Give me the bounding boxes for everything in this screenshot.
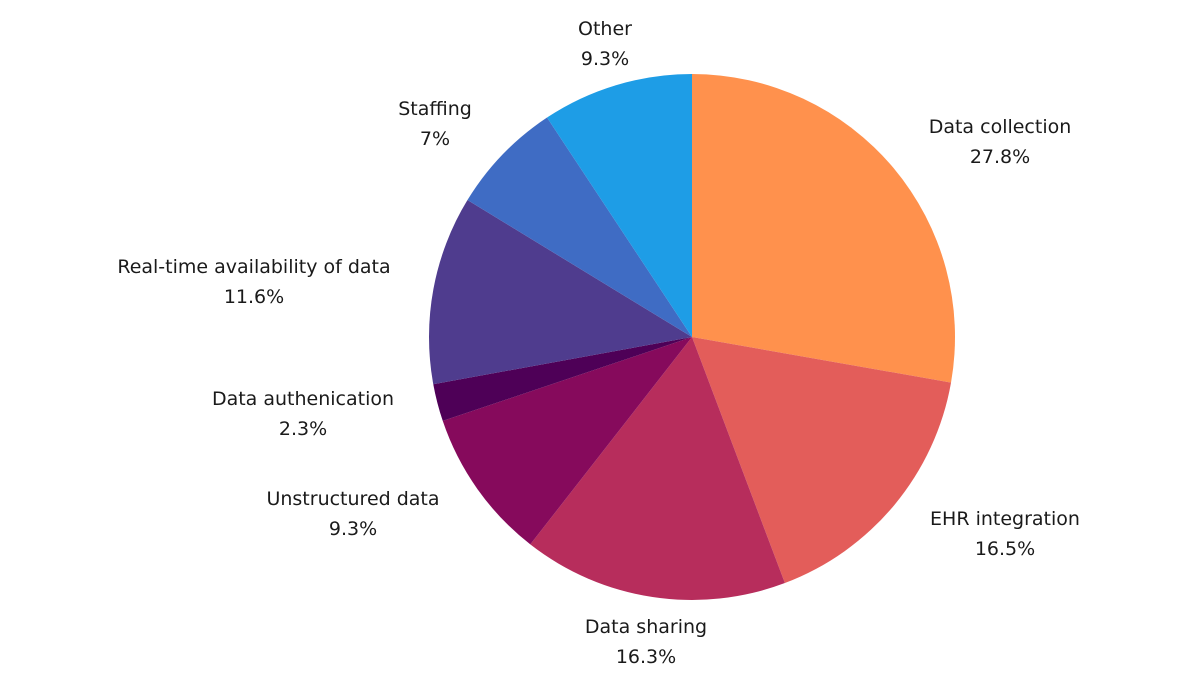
- pie-slice-unstructured-data: [442, 337, 692, 545]
- slice-label: Data sharing 16.3%: [585, 612, 707, 672]
- slice-label: Real-time availability of data 11.6%: [117, 252, 390, 312]
- slice-label: Data collection 27.8%: [929, 112, 1072, 172]
- slice-label-percent: 11.6%: [223, 286, 285, 308]
- pie-slice-data-collection: [692, 74, 955, 383]
- pie-slice-data-sharing: [530, 337, 785, 600]
- slice-label-percent: 27.8%: [969, 146, 1031, 168]
- slice-label-percent: 9.3%: [580, 48, 630, 70]
- slice-label-name: Unstructured data: [266, 488, 440, 510]
- pie-slice-other: [547, 74, 692, 337]
- slice-label-name: Other: [578, 18, 632, 40]
- slice-label: Data authenication 2.3%: [212, 384, 394, 444]
- pie-slice-staffing: [467, 117, 692, 337]
- slice-label-percent: 16.5%: [974, 538, 1036, 560]
- slice-label-percent: 16.3%: [615, 646, 677, 668]
- pie-slice-real-time-availability-of-data: [429, 200, 692, 385]
- slice-label: EHR integration 16.5%: [930, 504, 1080, 564]
- slice-label-percent: 2.3%: [278, 418, 328, 440]
- pie-slice-data-authenication: [433, 337, 692, 421]
- slice-label-percent: 9.3%: [328, 518, 378, 540]
- slice-label-name: Real-time availability of data: [117, 256, 391, 278]
- slice-label: Other 9.3%: [578, 14, 632, 74]
- slice-label-percent: 7%: [419, 128, 451, 150]
- slice-label-name: EHR integration: [930, 508, 1080, 530]
- slice-label-name: Staffing: [398, 98, 472, 120]
- slice-label-name: Data sharing: [584, 616, 708, 638]
- slice-label: Unstructured data 9.3%: [266, 484, 439, 544]
- slice-label-name: Data collection: [928, 116, 1072, 138]
- slice-label: Staffing 7%: [398, 94, 472, 154]
- pie-slice-ehr-integration: [692, 337, 952, 584]
- slice-label-name: Data authenication: [211, 388, 395, 410]
